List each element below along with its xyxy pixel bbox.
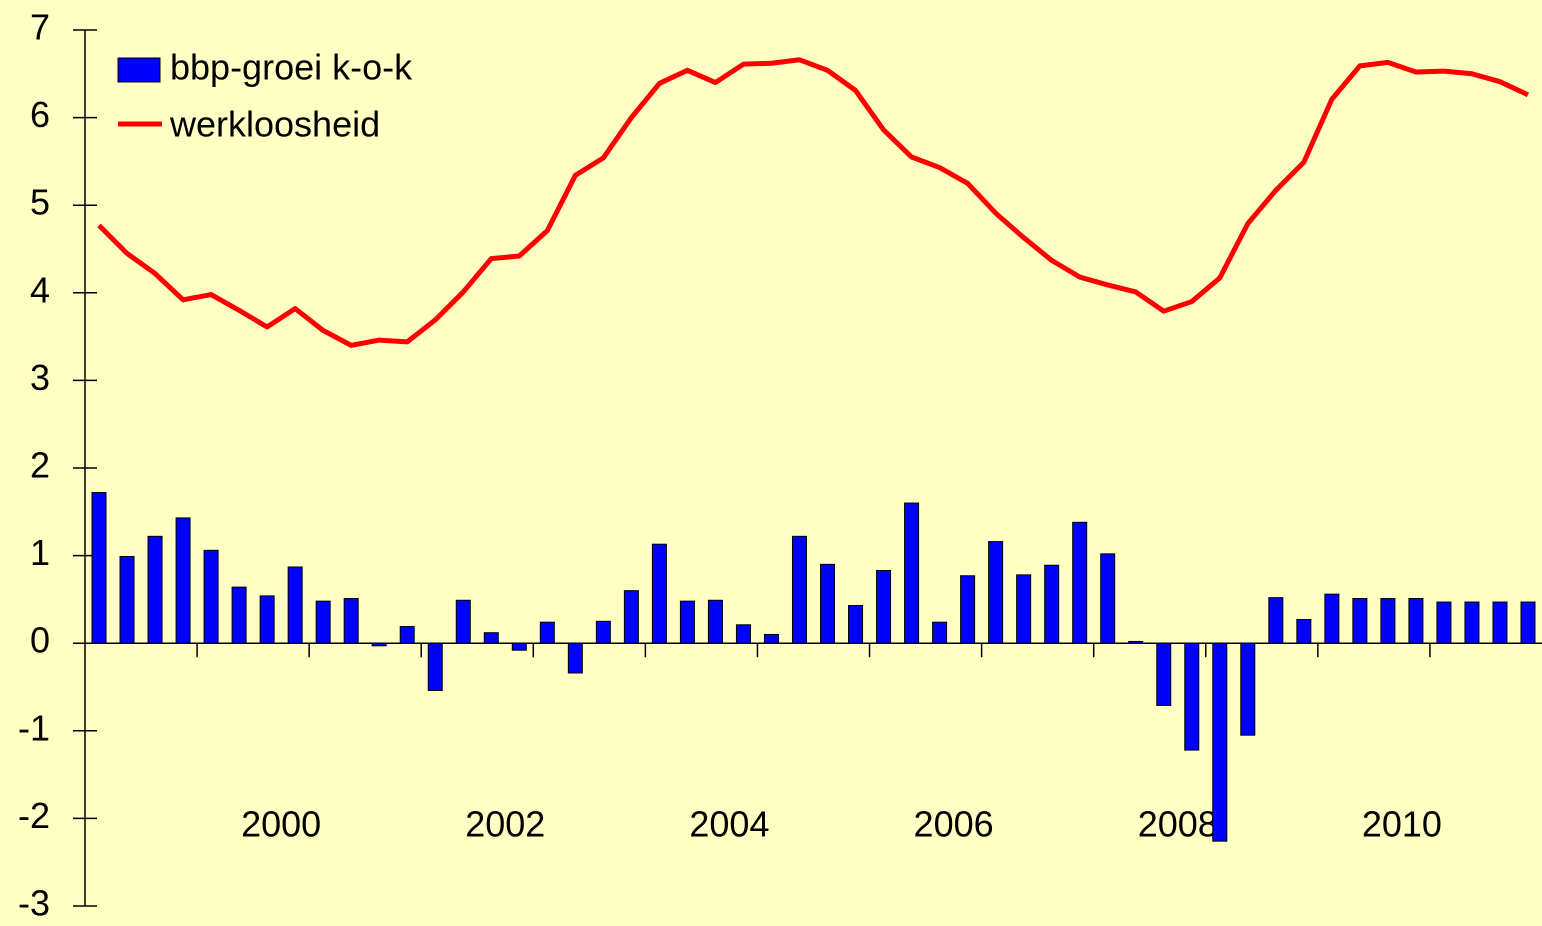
bar (932, 621, 948, 644)
x-tick-label: 2010 (1362, 804, 1442, 845)
y-tick-label: 1 (30, 532, 50, 573)
bar (315, 600, 331, 644)
bar (876, 569, 892, 644)
bar (820, 563, 836, 644)
bar (1296, 619, 1312, 644)
bar (1324, 593, 1340, 644)
y-tick-label: 2 (30, 445, 50, 486)
bar (399, 626, 415, 644)
y-tick-label: -2 (18, 795, 50, 836)
bar (511, 642, 527, 651)
x-tick-label: 2004 (689, 804, 769, 845)
bar (343, 598, 359, 644)
bar (763, 633, 779, 644)
bar (539, 621, 555, 644)
bar (1436, 601, 1452, 644)
y-tick-label: 7 (30, 7, 50, 48)
legend-label: bbp-groei k-o-k (170, 47, 413, 88)
bar (1492, 601, 1508, 644)
bar (1100, 553, 1116, 644)
bar (1268, 597, 1284, 644)
bar (848, 605, 864, 644)
bar (483, 632, 499, 644)
y-tick-label: -1 (18, 707, 50, 748)
bar (904, 502, 920, 644)
bar (1464, 601, 1480, 644)
bar (427, 642, 443, 692)
bar (287, 566, 303, 644)
bar (791, 535, 807, 644)
bar (1044, 564, 1060, 644)
x-tick-label: 2008 (1138, 804, 1218, 845)
bar (119, 555, 135, 644)
bar (1072, 521, 1088, 644)
bar (595, 620, 611, 644)
bar (988, 541, 1004, 644)
x-tick-label: 2000 (241, 804, 321, 845)
legend-label: werkloosheid (169, 104, 380, 145)
x-tick-label: 2002 (465, 804, 545, 845)
bar (960, 575, 976, 644)
y-tick-label: 3 (30, 357, 50, 398)
y-tick-label: 0 (30, 620, 50, 661)
bar (1016, 574, 1032, 644)
bar (371, 642, 387, 647)
y-tick-label: 5 (30, 182, 50, 223)
bar (707, 599, 723, 644)
bar (679, 600, 695, 644)
bar (1156, 642, 1172, 706)
bar (259, 595, 275, 644)
bar (231, 586, 247, 644)
bar (147, 535, 163, 644)
bar (1352, 598, 1368, 644)
bar (1380, 598, 1396, 644)
bar (567, 642, 583, 674)
bar (203, 549, 219, 644)
bar (1408, 598, 1424, 644)
x-tick-label: 2006 (914, 804, 994, 845)
bar (1128, 640, 1144, 644)
bar (175, 517, 191, 644)
y-tick-label: 6 (30, 94, 50, 135)
bar (735, 624, 751, 644)
bar (455, 599, 471, 644)
legend-swatch (117, 57, 161, 83)
line (97, 57, 1530, 348)
bar (1184, 642, 1200, 751)
y-tick-label: -3 (18, 883, 50, 924)
bar (1212, 642, 1228, 842)
bar (651, 543, 667, 644)
bar (1240, 642, 1256, 736)
bar (623, 590, 639, 644)
bar (91, 492, 107, 644)
bar (1520, 601, 1536, 644)
y-tick-label: 4 (30, 269, 50, 310)
